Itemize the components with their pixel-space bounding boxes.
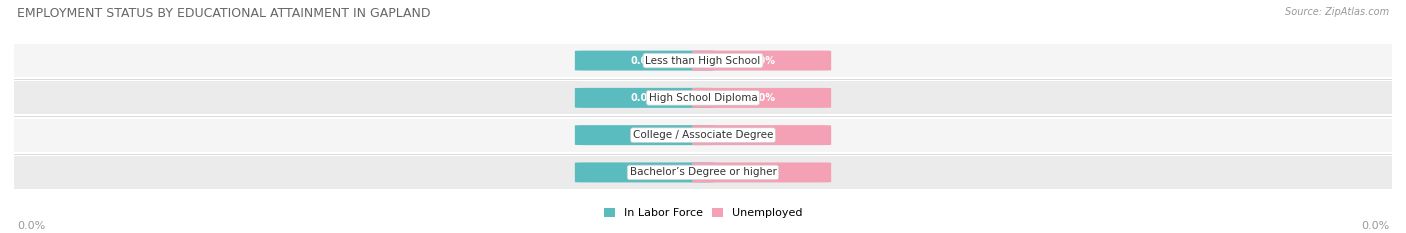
Text: High School Diploma: High School Diploma	[648, 93, 758, 103]
FancyBboxPatch shape	[575, 162, 714, 182]
Text: 0.0%: 0.0%	[748, 56, 775, 65]
Legend: In Labor Force, Unemployed: In Labor Force, Unemployed	[603, 208, 803, 218]
Text: Bachelor’s Degree or higher: Bachelor’s Degree or higher	[630, 168, 776, 177]
Text: 0.0%: 0.0%	[631, 56, 658, 65]
Text: College / Associate Degree: College / Associate Degree	[633, 130, 773, 140]
FancyBboxPatch shape	[692, 88, 831, 108]
FancyBboxPatch shape	[692, 125, 831, 145]
Text: Source: ZipAtlas.com: Source: ZipAtlas.com	[1285, 7, 1389, 17]
Text: 0.0%: 0.0%	[631, 130, 658, 140]
Text: 0.0%: 0.0%	[748, 168, 775, 177]
Text: 0.0%: 0.0%	[17, 221, 45, 231]
Text: 0.0%: 0.0%	[748, 93, 775, 103]
FancyBboxPatch shape	[575, 88, 714, 108]
FancyBboxPatch shape	[692, 162, 831, 182]
FancyBboxPatch shape	[14, 44, 1392, 77]
FancyBboxPatch shape	[14, 119, 1392, 151]
Text: Less than High School: Less than High School	[645, 56, 761, 65]
Text: 0.0%: 0.0%	[631, 168, 658, 177]
Text: 0.0%: 0.0%	[631, 93, 658, 103]
FancyBboxPatch shape	[14, 156, 1392, 189]
FancyBboxPatch shape	[692, 51, 831, 71]
FancyBboxPatch shape	[14, 82, 1392, 114]
Text: 0.0%: 0.0%	[1361, 221, 1389, 231]
FancyBboxPatch shape	[575, 125, 714, 145]
FancyBboxPatch shape	[575, 51, 714, 71]
Text: 0.0%: 0.0%	[748, 130, 775, 140]
Text: EMPLOYMENT STATUS BY EDUCATIONAL ATTAINMENT IN GAPLAND: EMPLOYMENT STATUS BY EDUCATIONAL ATTAINM…	[17, 7, 430, 20]
